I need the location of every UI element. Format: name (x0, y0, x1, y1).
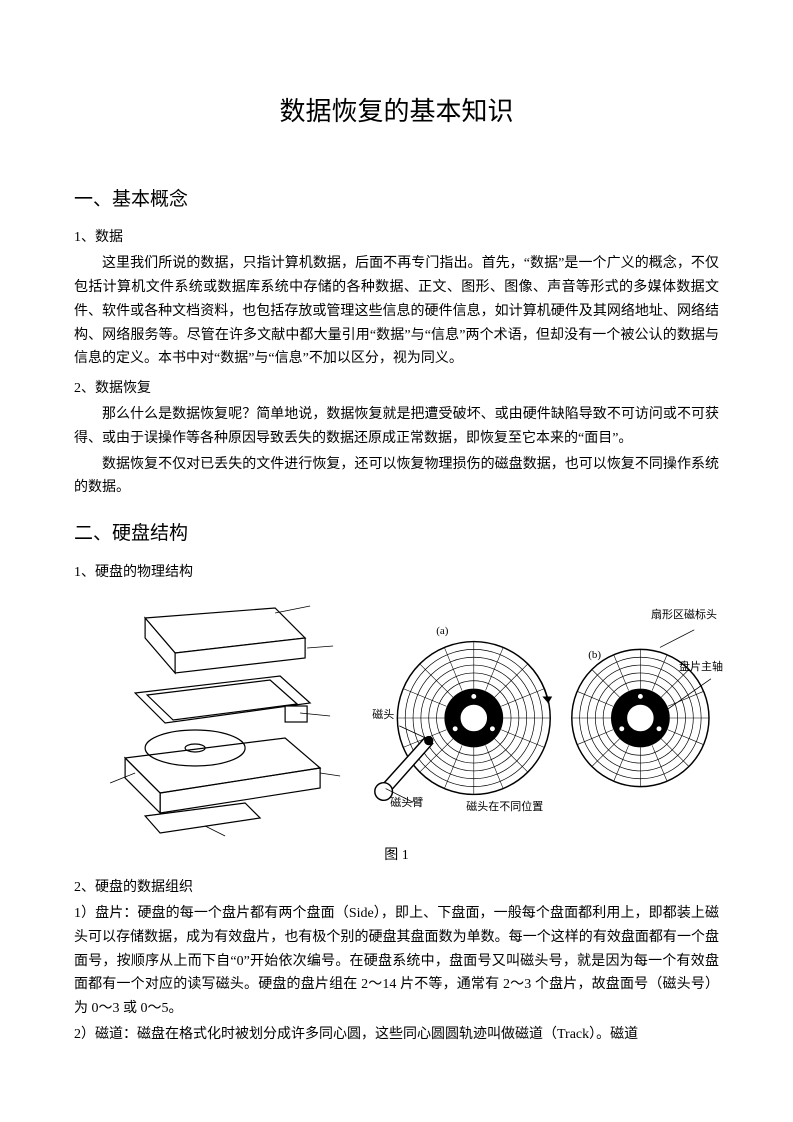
para-2-2-1: 1）盘片：硬盘的每一个盘片都有两个盘面（Side），即上、下盘面，一般每个盘面都… (74, 902, 719, 1021)
figure-1-container: (a) (b) 磁头 磁头臂 磁头在不同位置 扇形区磁标头 盘片主轴 (74, 598, 719, 838)
figure-1-right-platters: (a) (b) 磁头 磁头臂 磁头在不同位置 扇形区磁标头 盘片主轴 (366, 598, 719, 838)
document-title: 数据恢复的基本知识 (74, 90, 719, 134)
ann-b: (b) (588, 646, 601, 665)
ann-sector: 扇形区磁标头 (651, 606, 717, 625)
subheading-2-1: 1、硬盘的物理结构 (74, 561, 719, 585)
subheading-2-2: 2、硬盘的数据组织 (74, 876, 719, 900)
subheading-1-1: 1、数据 (74, 226, 719, 250)
para-1-1-1: 这里我们所说的数据，只指计算机数据，后面不再专门指出。首先，“数据”是一个广义的… (74, 252, 719, 371)
para-1-2-2: 数据恢复不仅对已丢失的文件进行恢复，还可以恢复物理损伤的磁盘数据，也可以恢复不同… (74, 453, 719, 501)
ann-arm: 磁头臂 (390, 794, 423, 813)
section-2-heading: 二、硬盘结构 (74, 518, 719, 550)
figure-1-caption: 图 1 (74, 844, 719, 868)
subheading-1-2: 2、数据恢复 (74, 377, 719, 401)
para-2-2-2: 2）磁道：磁盘在格式化时被划分成许多同心圆，这些同心圆圆轨迹叫做磁道（Track… (74, 1023, 719, 1047)
figure-1-left-exploded-view (74, 598, 356, 838)
para-1-2-1: 那么什么是数据恢复呢？简单地说，数据恢复就是把遭受破坏、或由硬件缺陷导致不可访问… (74, 403, 719, 451)
ann-spindle: 盘片主轴 (679, 658, 723, 677)
ann-head: 磁头 (372, 706, 394, 725)
section-1-heading: 一、基本概念 (74, 184, 719, 216)
hdd-exploded-svg (74, 598, 356, 838)
ann-a: (a) (436, 622, 448, 641)
ann-pos: 磁头在不同位置 (466, 798, 543, 817)
